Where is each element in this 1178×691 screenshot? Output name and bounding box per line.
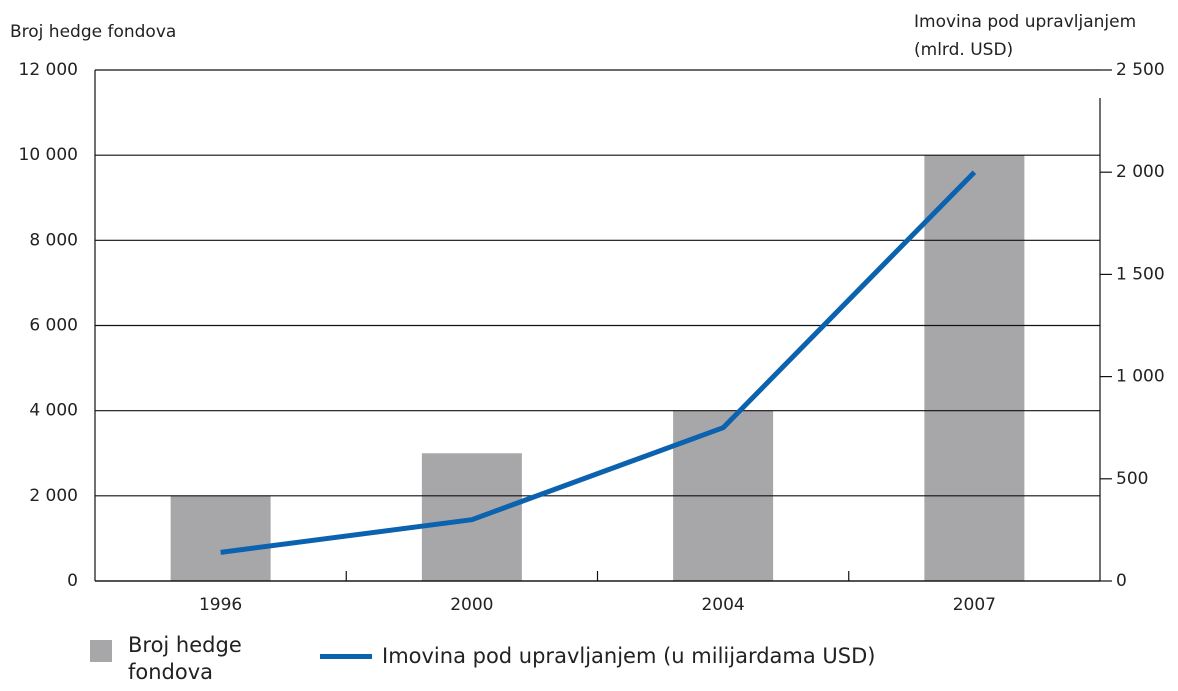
y-tick-label: 2 000: [29, 486, 78, 506]
y-tick-label: 12 000: [19, 60, 78, 80]
y2-tick-label: 1 500: [1116, 264, 1165, 284]
y2-tick-label: 2 500: [1116, 60, 1165, 80]
y2-axis-title: (mlrd. USD): [914, 40, 1013, 60]
x-tick-label: 2007: [953, 595, 996, 615]
bar: [924, 155, 1025, 581]
legend-label: Broj hedge fondova: [128, 633, 242, 684]
y2-axis-title: Imovina pod upravljanjem: [914, 12, 1136, 32]
x-tick-label: 2000: [450, 595, 493, 615]
y-axis-title: Broj hedge fondova: [10, 22, 176, 42]
y-tick-label: 6 000: [29, 316, 78, 336]
legend-swatch: [90, 640, 112, 662]
y2-tick-label: 1 000: [1116, 367, 1165, 387]
y-tick-label: 4 000: [29, 401, 78, 421]
legend-label: Imovina pod upravljanjem (u milijardama …: [382, 644, 876, 668]
y-tick-label: 8 000: [29, 230, 78, 250]
x-tick-label: 2004: [701, 595, 744, 615]
line: [220, 170, 977, 555]
y-tick-label: 0: [67, 571, 78, 591]
y2-tick-label: 2 000: [1116, 162, 1165, 182]
legend-swatch: [320, 654, 372, 659]
y2-tick-label: 0: [1116, 571, 1127, 591]
y2-tick-label: 500: [1116, 469, 1148, 489]
x-tick-label: 1996: [199, 595, 242, 615]
bar: [170, 495, 271, 581]
y-tick-label: 10 000: [19, 145, 78, 165]
